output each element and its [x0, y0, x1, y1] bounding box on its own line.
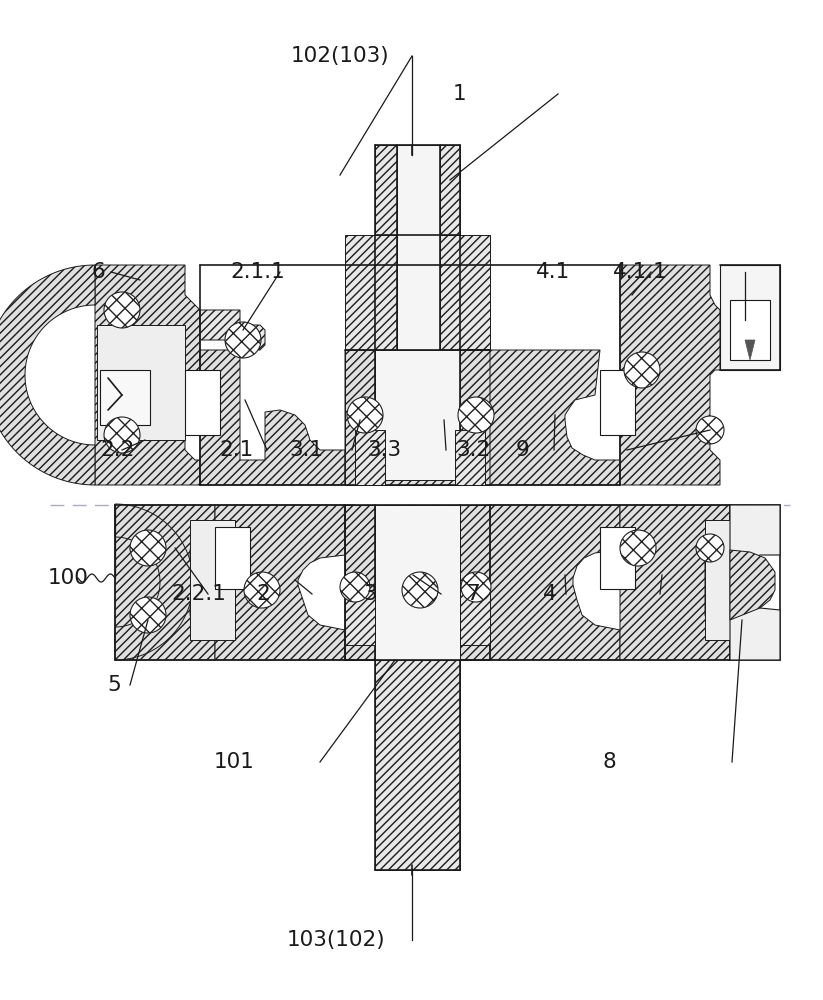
- Text: 7: 7: [466, 584, 480, 604]
- Polygon shape: [730, 550, 775, 620]
- Polygon shape: [620, 505, 730, 660]
- Circle shape: [104, 417, 140, 453]
- Circle shape: [130, 597, 166, 633]
- Text: 100: 100: [48, 568, 89, 588]
- Circle shape: [130, 530, 166, 566]
- Polygon shape: [720, 265, 780, 370]
- Polygon shape: [345, 505, 490, 660]
- Text: 2.2.1: 2.2.1: [171, 584, 226, 604]
- Polygon shape: [490, 350, 620, 485]
- Text: 3.1: 3.1: [290, 440, 323, 460]
- Polygon shape: [115, 505, 215, 660]
- Circle shape: [696, 534, 724, 562]
- Polygon shape: [97, 325, 185, 440]
- Text: 3: 3: [363, 584, 377, 604]
- Polygon shape: [185, 370, 220, 435]
- Text: 3.2: 3.2: [456, 440, 491, 460]
- Polygon shape: [620, 265, 720, 485]
- Polygon shape: [345, 350, 490, 485]
- Circle shape: [225, 322, 261, 358]
- Polygon shape: [200, 350, 345, 485]
- Circle shape: [458, 397, 494, 433]
- Circle shape: [624, 352, 660, 388]
- Text: 103(102): 103(102): [286, 930, 385, 950]
- Polygon shape: [95, 265, 200, 485]
- Polygon shape: [490, 505, 620, 660]
- Polygon shape: [215, 505, 345, 660]
- Text: 2.1.1: 2.1.1: [230, 262, 286, 282]
- Polygon shape: [730, 505, 780, 660]
- Circle shape: [244, 572, 280, 608]
- Polygon shape: [730, 300, 770, 360]
- Text: 2.2: 2.2: [100, 440, 135, 460]
- Polygon shape: [375, 505, 460, 660]
- Text: 1: 1: [453, 84, 466, 104]
- Text: 5: 5: [107, 675, 121, 695]
- Polygon shape: [375, 505, 460, 870]
- Text: 101: 101: [214, 752, 255, 772]
- Text: 8: 8: [602, 752, 616, 772]
- Polygon shape: [460, 590, 490, 645]
- Polygon shape: [705, 520, 750, 640]
- Circle shape: [340, 572, 370, 602]
- Polygon shape: [115, 504, 193, 660]
- Text: 4: 4: [543, 584, 557, 604]
- Polygon shape: [397, 145, 440, 350]
- Circle shape: [347, 397, 383, 433]
- Polygon shape: [600, 370, 635, 435]
- Text: 2.1: 2.1: [220, 440, 254, 460]
- Polygon shape: [190, 520, 235, 640]
- Polygon shape: [745, 340, 755, 360]
- Polygon shape: [345, 505, 375, 660]
- Text: 102(103): 102(103): [291, 46, 389, 66]
- Text: 9: 9: [516, 440, 530, 460]
- Polygon shape: [345, 350, 490, 485]
- Circle shape: [620, 530, 656, 566]
- Circle shape: [402, 572, 438, 608]
- Polygon shape: [355, 430, 385, 485]
- Circle shape: [104, 292, 140, 328]
- Polygon shape: [600, 527, 635, 589]
- Polygon shape: [375, 145, 460, 235]
- Text: 4.1.1: 4.1.1: [613, 262, 668, 282]
- Polygon shape: [0, 265, 95, 485]
- Polygon shape: [455, 430, 485, 485]
- Circle shape: [461, 572, 491, 602]
- Polygon shape: [345, 590, 375, 645]
- Polygon shape: [215, 527, 250, 589]
- Text: 3.3: 3.3: [367, 440, 401, 460]
- Polygon shape: [460, 505, 490, 660]
- Circle shape: [696, 416, 724, 444]
- Polygon shape: [200, 310, 265, 350]
- Polygon shape: [345, 235, 490, 350]
- Polygon shape: [375, 350, 460, 480]
- Text: 2: 2: [257, 584, 271, 604]
- Polygon shape: [100, 370, 150, 425]
- Text: 6: 6: [91, 262, 105, 282]
- Text: 4.1: 4.1: [536, 262, 570, 282]
